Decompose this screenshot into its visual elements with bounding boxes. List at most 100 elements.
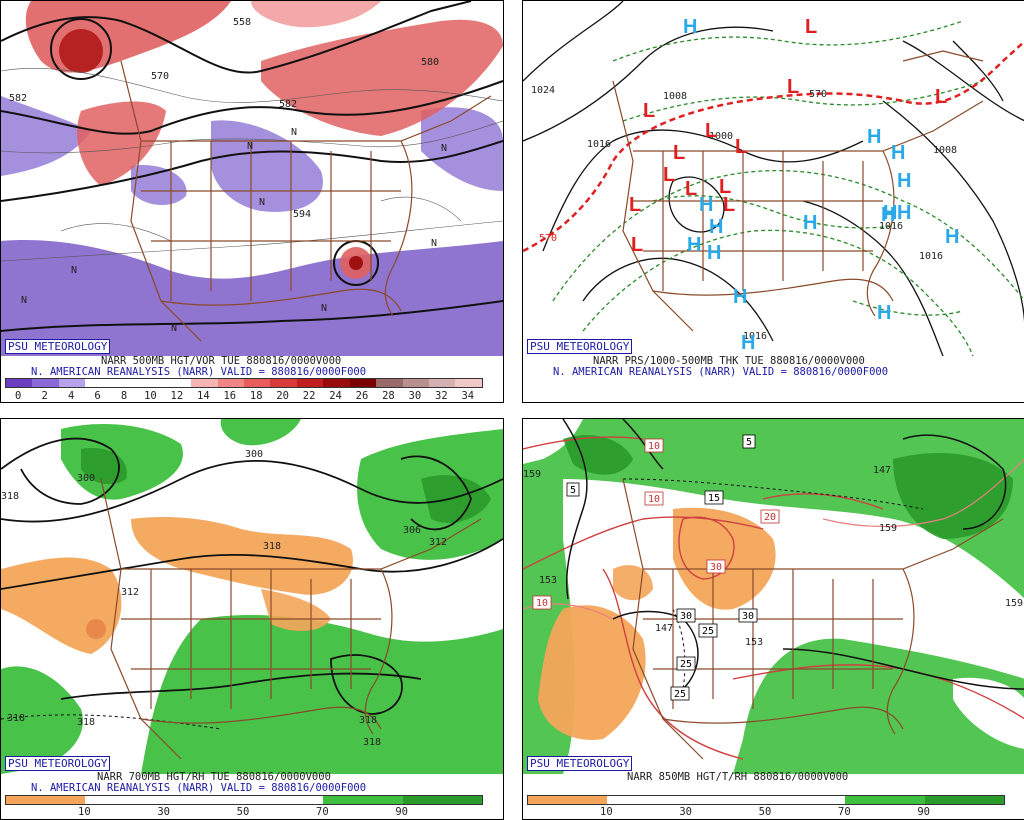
colorbar-swatch: [402, 796, 482, 804]
dry-white-area: [523, 419, 583, 464]
low-pressure-marker: L: [735, 136, 747, 158]
moist-area: [893, 453, 1013, 539]
colorbar-tick-label: 50: [236, 806, 250, 818]
contour-label: 147: [873, 465, 891, 476]
rh-colorbar: [5, 795, 483, 805]
colorbar-swatch: [217, 379, 244, 387]
colorbar-tick-label: 90: [917, 806, 930, 818]
low-pressure-marker: L: [705, 120, 717, 142]
colorbar-tick-label: 30: [679, 806, 692, 818]
high-pressure-marker: H: [897, 202, 911, 224]
contour-label: 1016: [587, 139, 611, 150]
colorbar-swatch: [6, 796, 86, 804]
high-pressure-marker: H: [945, 226, 959, 248]
panel-caption: NARR PRS/1000-500MB THK TUE 880816/0000V…: [593, 355, 865, 367]
contour-label: N: [171, 323, 177, 334]
temperature-label: 30: [710, 562, 722, 573]
colorbar-tick-label: 32: [435, 390, 448, 402]
colorbar-swatch: [455, 379, 482, 387]
thickness-570-line: [523, 40, 1024, 253]
temperature-label: 10: [648, 494, 660, 505]
contour-label: 159: [523, 469, 541, 480]
colorbar-swatch: [686, 796, 766, 804]
colorbar-tick-label: 18: [249, 390, 263, 402]
temperature-label: 20: [764, 512, 776, 523]
contour-label: N: [259, 197, 265, 208]
negative-vorticity-area: [210, 120, 323, 212]
colorbar-swatch: [528, 796, 608, 804]
temperature-label: 10: [536, 598, 548, 609]
panel-caption: NARR 500MB HGT/VOR TUE 880816/0000V000: [101, 355, 342, 367]
colorbar-swatch: [323, 379, 350, 387]
colorbar-swatch: [111, 379, 139, 387]
high-pressure-marker: H: [897, 170, 911, 192]
colorbar-swatch: [58, 379, 86, 387]
colorbar-swatch: [243, 379, 271, 387]
contour-label: 318: [7, 713, 25, 724]
colorbar-swatch: [323, 796, 403, 804]
contour-label: 594: [293, 209, 311, 220]
contour-label: 300: [245, 449, 263, 460]
colorbar-tick-label: 4: [67, 390, 75, 402]
moist-area: [1, 666, 83, 774]
temperature-label: 15: [708, 493, 720, 504]
high-pressure-marker: H: [883, 202, 897, 224]
panel-caption: NARR 700MB HGT/RH TUE 880816/0000V000: [97, 771, 331, 783]
contour-label: 318: [263, 541, 281, 552]
source-badge: PSU METEOROLOGY: [5, 339, 111, 354]
source-badge: PSU METEOROLOGY: [5, 756, 111, 771]
contour-label: 558: [233, 17, 251, 28]
high-pressure-marker: H: [709, 216, 723, 238]
temperature-label: 25: [702, 626, 714, 637]
colorbar-tick-label: 34: [461, 390, 475, 402]
dry-area-core: [86, 619, 106, 639]
panel-subcaption: N. AMERICAN REANALYSIS (NARR) VALID = 88…: [553, 366, 889, 378]
positive-vorticity-area: [261, 19, 503, 136]
source-badge: PSU METEOROLOGY: [527, 339, 633, 354]
colorbar-tick-label: 10: [78, 806, 91, 818]
colorbar-tick-label: 12: [170, 390, 184, 402]
colorbar-tick-label: 20: [276, 390, 289, 402]
positive-vorticity-area: [251, 1, 381, 28]
colorbar-tick-label: 50: [758, 806, 772, 818]
rh-colorbar-ticks: 10 30 50 70 90: [5, 806, 481, 818]
contour-label: 318: [359, 715, 377, 726]
low-pressure-marker: L: [629, 194, 641, 216]
positive-vorticity-area: [25, 1, 231, 73]
colorbar-tick-label: 24: [329, 390, 342, 402]
high-pressure-marker: H: [881, 204, 895, 226]
contour-label: 580: [421, 57, 439, 68]
contour-label: 318: [77, 717, 95, 728]
low-pressure-marker: L: [719, 176, 731, 198]
contour-label: 570: [539, 233, 557, 244]
contour-label: 306: [403, 525, 421, 536]
contour-label: 1016: [743, 331, 767, 342]
contour-label: N: [431, 238, 437, 249]
colorbar-swatch: [607, 796, 687, 804]
temperature-label: 25: [680, 659, 692, 670]
panel-subcaption: N. AMERICAN REANALYSIS (NARR) VALID = 88…: [31, 366, 367, 378]
dry-area: [261, 589, 331, 631]
colorbar-swatch: [164, 379, 192, 387]
pressure-thickness-map: 1024 1008 1016 570 570 1008 1016 1016 10…: [523, 1, 1024, 356]
negative-vorticity-area: [421, 107, 503, 191]
high-pressure-marker: H: [707, 242, 721, 264]
contour-label: 570: [809, 89, 827, 100]
contour-label: N: [71, 265, 77, 276]
low-pressure-marker: L: [663, 164, 675, 186]
contour-label: 582: [9, 93, 27, 104]
low-pressure-marker: L: [723, 194, 735, 216]
vorticity-maximum: [349, 256, 363, 270]
colorbar-swatch: [270, 379, 297, 387]
rh-colorbar: [527, 795, 1005, 805]
dry-area: [613, 565, 653, 601]
source-badge: PSU METEOROLOGY: [527, 756, 633, 771]
colorbar-swatch: [243, 796, 324, 804]
contour-label: 147: [655, 623, 673, 634]
colorbar-tick-label: 14: [197, 390, 210, 402]
moist-area: [421, 475, 491, 523]
colorbar-tick-label: 10: [144, 390, 157, 402]
low-pressure-marker: L: [787, 76, 799, 98]
contour-label: 318: [363, 737, 381, 748]
colorbar-tick-label: 22: [302, 390, 316, 402]
